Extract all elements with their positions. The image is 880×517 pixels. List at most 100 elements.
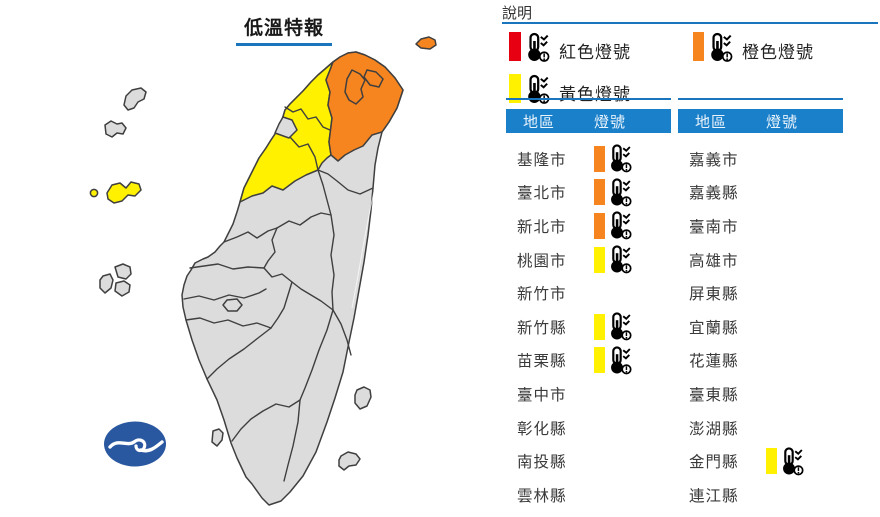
table-row: 彰化縣: [506, 411, 671, 445]
signal-cell: [594, 178, 634, 207]
chiayi-city-region[interactable]: [222, 298, 243, 312]
region-label: 澎湖縣: [689, 420, 739, 438]
cwa-logo: [104, 421, 166, 467]
signal-cell: [766, 447, 806, 476]
keelung-islet[interactable]: [415, 36, 437, 50]
legend-heading: 說明: [502, 5, 533, 22]
page-title: 低溫特報: [236, 13, 332, 46]
table-top-rule: [506, 98, 671, 100]
liuqiu-island[interactable]: [211, 428, 224, 447]
table-row: 連江縣: [678, 478, 843, 512]
map-pane: 低溫特報: [0, 0, 500, 517]
table-row: 嘉義縣: [678, 176, 843, 210]
legend-item-orange: 橙色燈號: [693, 32, 814, 63]
region-label: 南投縣: [517, 454, 567, 472]
signal-cell: [594, 346, 634, 375]
region-label: 雲林縣: [517, 487, 567, 505]
signal-cell: [594, 144, 634, 173]
red-signal-swatch: [509, 32, 521, 61]
region-label: 基隆市: [517, 151, 567, 169]
orange-signal-swatch: [693, 32, 704, 61]
region-label: 高雄市: [689, 252, 739, 270]
region-label: 臺東縣: [689, 386, 739, 404]
kinmen-islands[interactable]: [89, 181, 142, 204]
region-label: 屏東縣: [689, 286, 739, 304]
region-signal-table-right: 地區 燈號 嘉義市 嘉義縣 臺南市 高雄市 屏東縣 宜蘭縣 花蓮縣 臺東縣 澎湖…: [678, 98, 843, 512]
legend-label: 紅色燈號: [559, 43, 631, 62]
region-label: 臺北市: [517, 185, 567, 203]
table-row: 新竹縣: [506, 310, 671, 344]
table-row: 宜蘭縣: [678, 310, 843, 344]
yellow-signal-swatch: [509, 74, 521, 103]
region-label: 臺中市: [517, 386, 567, 404]
region-column-header: 地區: [695, 113, 728, 131]
yellow-signal-swatch: [766, 448, 777, 475]
penghu-islands[interactable]: [99, 263, 132, 297]
orange-signal-swatch: [594, 145, 605, 172]
legend-item-red: 紅色燈號: [509, 32, 631, 63]
table-row: 臺中市: [506, 377, 671, 411]
region-label: 宜蘭縣: [689, 319, 739, 337]
table-top-rule: [678, 98, 843, 100]
thermometer-warning-icon: [607, 211, 634, 240]
table-row: 臺南市: [678, 209, 843, 243]
region-column-header: 地區: [523, 113, 556, 131]
table-row: 基隆市: [506, 142, 671, 176]
table-row: 花蓮縣: [678, 344, 843, 378]
thermometer-warning-icon: [607, 245, 634, 274]
table-row: 臺東縣: [678, 377, 843, 411]
signal-cell: [594, 312, 634, 341]
region-label: 桃園市: [517, 252, 567, 270]
orange-signal-swatch: [594, 179, 605, 206]
legend-label: 橙色燈號: [742, 43, 814, 62]
taiwan-warning-map[interactable]: [0, 0, 500, 517]
hsinchu-city-region[interactable]: [274, 116, 298, 139]
table-header: 地區 燈號: [506, 109, 671, 133]
legend-pane: 說明 紅色燈號 橙色燈號 黃色燈號: [500, 0, 880, 517]
signal-column-header: 燈號: [766, 113, 799, 131]
thermometer-warning-icon: [524, 32, 552, 63]
table-row: 新北市: [506, 209, 671, 243]
region-label: 嘉義縣: [689, 185, 739, 203]
region-label: 嘉義市: [689, 151, 739, 169]
table-row: 高雄市: [678, 243, 843, 277]
county-borders: [183, 106, 375, 482]
orchid-island[interactable]: [338, 451, 361, 471]
matsu-islands[interactable]: [104, 87, 147, 138]
signal-cell: [594, 245, 634, 274]
orange-signal-swatch: [594, 212, 605, 239]
yellow-signal-swatch: [594, 313, 605, 340]
region-label: 金門縣: [689, 454, 739, 472]
taipei-region[interactable]: [344, 69, 366, 105]
region-label: 新北市: [517, 218, 567, 236]
yellow-signal-swatch: [594, 347, 605, 374]
new-taipei-region[interactable]: [325, 51, 404, 162]
table-row: 苗栗縣: [506, 344, 671, 378]
legend-divider: [502, 22, 878, 24]
thermometer-warning-icon: [607, 178, 634, 207]
region-label: 彰化縣: [517, 420, 567, 438]
region-signal-table-left: 地區 燈號 基隆市 臺北市 新北市 桃園市 新竹市 新竹縣 苗栗縣 臺中市 彰化…: [506, 98, 671, 512]
keelung-region[interactable]: [363, 69, 384, 88]
table-header: 地區 燈號: [678, 109, 843, 133]
region-label: 花蓮縣: [689, 353, 739, 371]
region-label: 新竹市: [517, 286, 567, 304]
green-island[interactable]: [354, 386, 372, 410]
table-row: 雲林縣: [506, 478, 671, 512]
thermometer-warning-icon: [779, 447, 806, 476]
signal-cell: [594, 211, 634, 240]
signal-column-header: 燈號: [594, 113, 627, 131]
table-rows: 基隆市 臺北市 新北市 桃園市 新竹市 新竹縣 苗栗縣 臺中市 彰化縣 南投縣 …: [506, 133, 671, 512]
table-rows: 嘉義市 嘉義縣 臺南市 高雄市 屏東縣 宜蘭縣 花蓮縣 臺東縣 澎湖縣 金門縣 …: [678, 133, 843, 512]
region-label: 新竹縣: [517, 319, 567, 337]
thermometer-warning-icon: [607, 144, 634, 173]
yellow-signal-swatch: [594, 246, 605, 273]
table-row: 澎湖縣: [678, 411, 843, 445]
thermometer-warning-icon: [607, 346, 634, 375]
region-label: 臺南市: [689, 218, 739, 236]
table-row: 金門縣: [678, 444, 843, 478]
region-label: 連江縣: [689, 487, 739, 505]
table-row: 嘉義市: [678, 142, 843, 176]
table-row: 南投縣: [506, 444, 671, 478]
